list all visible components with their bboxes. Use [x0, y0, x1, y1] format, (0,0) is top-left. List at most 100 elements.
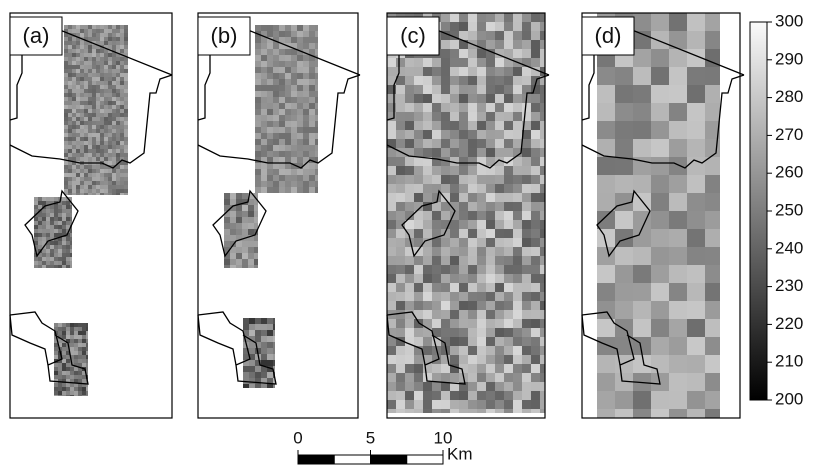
pixel: [540, 85, 545, 94]
pixel: [513, 319, 522, 328]
pixel: [84, 89, 88, 93]
pixel: [279, 79, 285, 85]
pixel: [100, 173, 104, 177]
pixel: [243, 366, 249, 372]
pixel: [92, 33, 96, 37]
pixel: [84, 109, 88, 113]
pixel: [261, 55, 267, 61]
pixel: [46, 249, 50, 253]
pixel: [80, 73, 84, 77]
pixel: [96, 97, 100, 101]
pixel: [303, 91, 309, 97]
pixel: [96, 93, 100, 97]
pixel: [414, 274, 423, 283]
pixel: [261, 169, 267, 175]
pixel: [315, 121, 318, 127]
pixel: [279, 103, 285, 109]
pixel: [243, 360, 249, 366]
pixel: [255, 121, 261, 127]
pixel: [76, 145, 80, 149]
pixel: [432, 94, 441, 103]
pixel: [112, 117, 116, 121]
pixel: [66, 233, 70, 237]
pixel: [450, 22, 459, 31]
pixel: [80, 193, 84, 195]
pixel: [46, 241, 50, 245]
pixel: [76, 97, 80, 101]
pixel: [291, 103, 297, 109]
pixel: [477, 40, 486, 49]
pixel: [54, 245, 58, 249]
pixel: [88, 53, 92, 57]
pixel: [72, 149, 76, 153]
pixel: [414, 166, 423, 175]
pixel: [279, 127, 285, 133]
pixel: [86, 339, 88, 343]
pixel: [477, 94, 486, 103]
pixel: [285, 103, 291, 109]
pixel: [396, 373, 405, 382]
pixel: [477, 193, 486, 202]
pixel: [112, 189, 116, 193]
pixel: [116, 49, 120, 53]
pixel: [396, 400, 405, 409]
pixel: [687, 103, 705, 121]
pixel: [96, 133, 100, 137]
pixel: [96, 57, 100, 61]
pixel: [441, 211, 450, 220]
pixel: [459, 139, 468, 148]
pixel: [414, 157, 423, 166]
pixel: [486, 346, 495, 355]
pixel: [504, 22, 513, 31]
pixel: [82, 351, 86, 355]
pixel: [124, 129, 128, 133]
pixel: [104, 189, 108, 193]
pixel: [486, 202, 495, 211]
pixel: [414, 58, 423, 67]
pixel: [423, 346, 432, 355]
pixel: [486, 364, 495, 373]
pixel: [84, 169, 88, 173]
pixel: [459, 382, 468, 391]
pixel: [236, 229, 242, 235]
pixel: [303, 103, 309, 109]
pixel: [303, 85, 309, 91]
pixel: [486, 328, 495, 337]
pixel: [495, 337, 504, 346]
pixel: [477, 112, 486, 121]
pixel: [522, 274, 531, 283]
pixel: [267, 354, 273, 360]
pixel: [104, 161, 108, 165]
pixel: [468, 49, 477, 58]
pixel: [540, 400, 545, 409]
pixel: [58, 343, 62, 347]
pixel: [120, 153, 124, 157]
pixel: [116, 61, 120, 65]
pixel: [261, 348, 267, 354]
pixel: [96, 29, 100, 33]
pixel: [273, 354, 275, 360]
pixel: [64, 77, 68, 81]
pixel: [86, 335, 88, 339]
pixel: [108, 105, 112, 109]
pixel: [279, 85, 285, 91]
pixel: [405, 301, 414, 310]
pixel: [291, 133, 297, 139]
pixel: [432, 238, 441, 247]
pixel: [309, 37, 315, 43]
pixel: [297, 121, 303, 127]
pixel: [513, 67, 522, 76]
pixel: [88, 29, 92, 33]
pixel: [74, 323, 78, 327]
pixel: [92, 81, 96, 85]
pixel: [76, 165, 80, 169]
pixel: [70, 395, 74, 396]
pixel: [72, 69, 76, 73]
pixel: [405, 256, 414, 265]
pixel: [254, 199, 258, 205]
pixel: [62, 253, 66, 257]
pixel: [387, 112, 396, 121]
pixel: [285, 85, 291, 91]
pixel: [112, 33, 116, 37]
pixel: [396, 184, 405, 193]
